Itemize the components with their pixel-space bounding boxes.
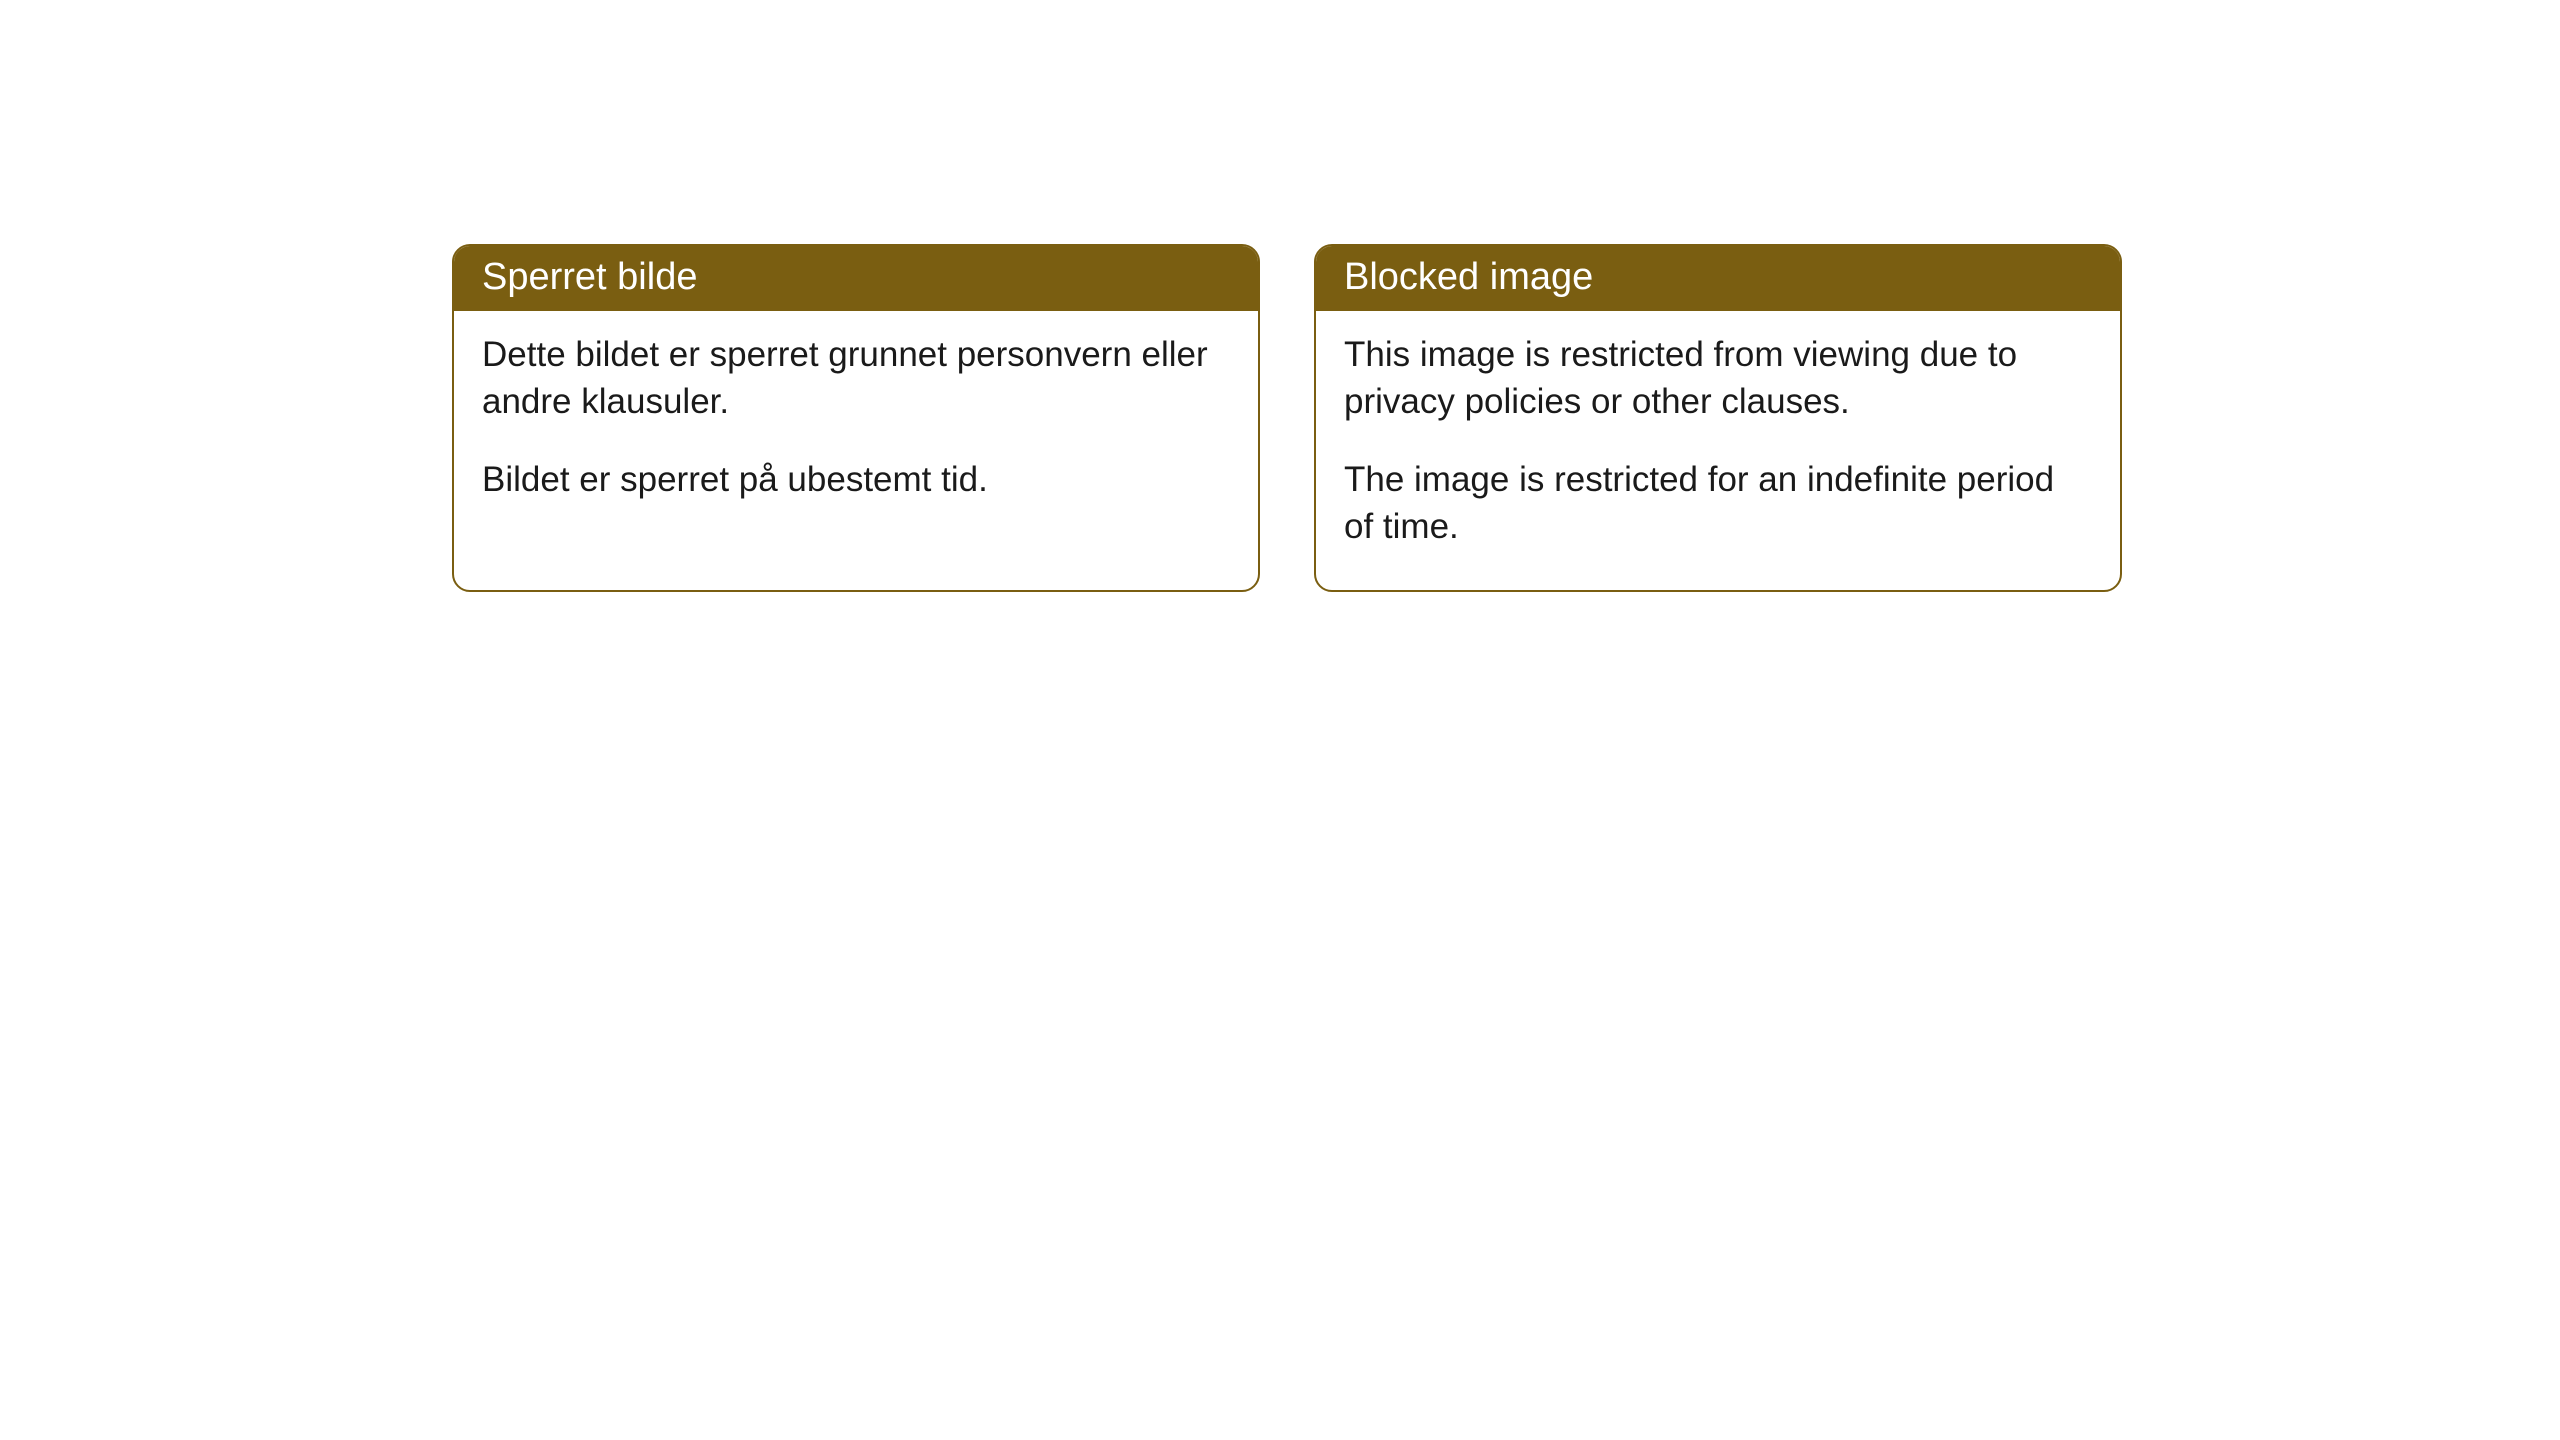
card-paragraph-2-norwegian: Bildet er sperret på ubestemt tid. <box>482 456 1230 503</box>
card-body-norwegian: Dette bildet er sperret grunnet personve… <box>454 311 1258 543</box>
card-paragraph-2-english: The image is restricted for an indefinit… <box>1344 456 2092 551</box>
card-body-english: This image is restricted from viewing du… <box>1316 311 2120 590</box>
blocked-image-card-norwegian: Sperret bilde Dette bildet er sperret gr… <box>452 244 1260 592</box>
card-paragraph-1-norwegian: Dette bildet er sperret grunnet personve… <box>482 331 1230 426</box>
card-paragraph-1-english: This image is restricted from viewing du… <box>1344 331 2092 426</box>
blocked-image-card-english: Blocked image This image is restricted f… <box>1314 244 2122 592</box>
card-title-norwegian: Sperret bilde <box>454 246 1258 311</box>
notice-cards-container: Sperret bilde Dette bildet er sperret gr… <box>452 244 2122 592</box>
card-title-english: Blocked image <box>1316 246 2120 311</box>
